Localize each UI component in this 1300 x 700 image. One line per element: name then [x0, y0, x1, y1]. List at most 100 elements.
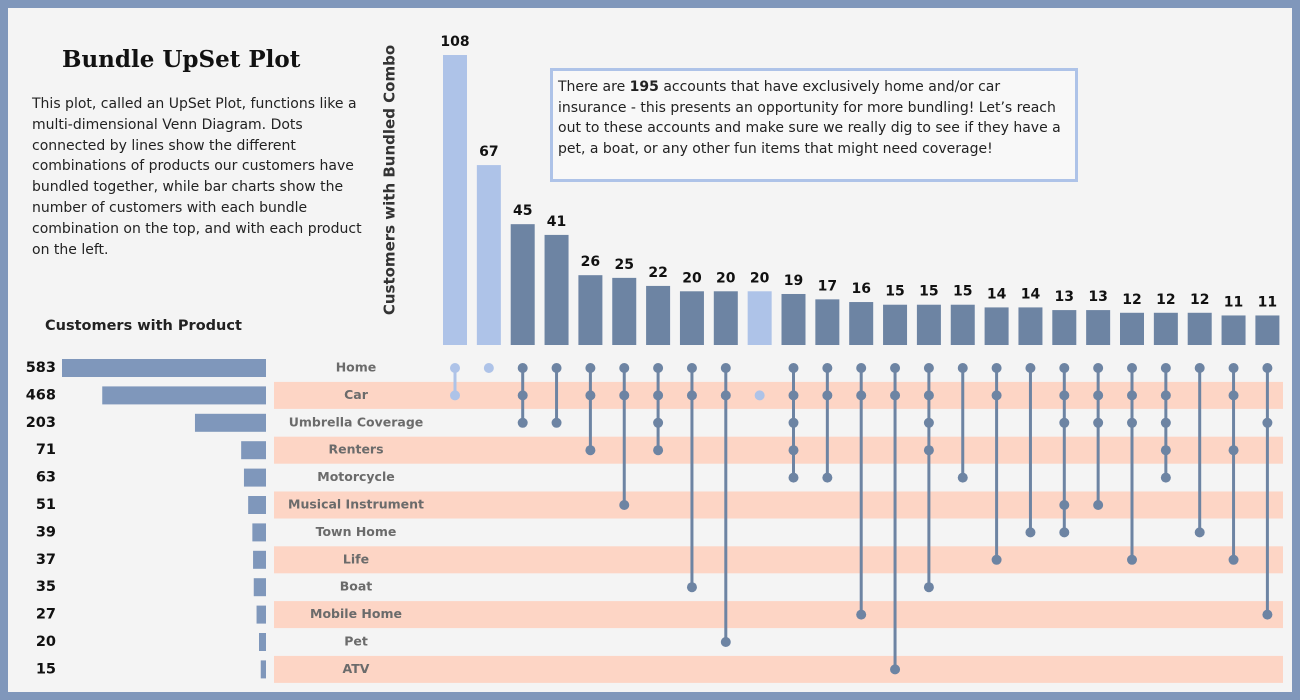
- combo-value-label: 20: [750, 270, 770, 286]
- set-name: Pet: [344, 634, 368, 649]
- set-name: Musical Instrument: [288, 497, 424, 512]
- combo-value-label: 19: [784, 273, 803, 289]
- combo-dot: [1228, 363, 1239, 373]
- set-name: Mobile Home: [310, 606, 402, 621]
- combo-value-label: 45: [513, 203, 532, 219]
- combo-value-label: 26: [581, 254, 600, 270]
- combo-dot: [1127, 363, 1137, 373]
- combo-value-label: 41: [547, 214, 566, 230]
- combo-dot: [619, 500, 630, 510]
- combo-value-label: 12: [1122, 292, 1141, 308]
- combo-dot: [1160, 417, 1171, 428]
- combo-dot: [585, 363, 596, 373]
- combo-dot: [653, 390, 664, 401]
- combo-dot: [1059, 527, 1070, 538]
- combo-dot: [653, 445, 664, 456]
- set-size-label: 27: [36, 607, 56, 623]
- combo-bar: [781, 293, 806, 345]
- combo-dot: [1262, 417, 1273, 428]
- combo-bar: [578, 275, 603, 345]
- combo-bar: [747, 291, 772, 345]
- combo-dot: [923, 582, 934, 593]
- combo-dot: [788, 472, 799, 483]
- combo-bar: [815, 299, 840, 345]
- combo-value-label: 12: [1156, 292, 1175, 308]
- combo-dot: [517, 363, 528, 373]
- set-name: Town Home: [316, 524, 397, 539]
- combo-dot: [788, 445, 799, 456]
- set-name: Home: [336, 360, 377, 375]
- combo-dot: [1093, 500, 1104, 510]
- combo-dot: [585, 390, 596, 401]
- combo-bar: [612, 277, 637, 345]
- set-name: ATV: [343, 661, 370, 676]
- combo-value-label: 11: [1258, 294, 1277, 310]
- set-size-label: 583: [26, 360, 56, 376]
- row-band: [274, 655, 1283, 683]
- set-bar: [252, 523, 266, 542]
- combo-bar: [1187, 312, 1212, 345]
- combo-bar: [510, 224, 535, 345]
- combo-value-label: 17: [818, 278, 837, 294]
- combo-dot: [551, 417, 562, 428]
- set-bar: [243, 468, 266, 487]
- combo-value-label: 14: [1021, 286, 1041, 302]
- combo-dot: [1160, 445, 1171, 456]
- set-size-label: 35: [36, 579, 56, 595]
- row-band: [274, 381, 1283, 409]
- set-size-label: 37: [36, 552, 56, 568]
- annotation: There are 195 accounts that have exclusi…: [550, 68, 1078, 182]
- row-band: [274, 601, 1283, 629]
- combo-value-label: 15: [953, 284, 972, 300]
- combo-dot: [1228, 445, 1239, 456]
- combo-value-label: 13: [1055, 289, 1074, 305]
- combo-dot: [450, 363, 460, 373]
- combo-value-label: 14: [987, 286, 1007, 302]
- set-size-label: 39: [36, 524, 56, 540]
- combo-dot: [1194, 363, 1205, 373]
- combo-dot: [686, 363, 697, 373]
- set-size-label: 20: [36, 634, 56, 650]
- combo-dot: [788, 390, 799, 401]
- set-name: Umbrella Coverage: [289, 414, 424, 429]
- y-axis-title: Customers with Bundled Combo: [381, 45, 399, 315]
- combo-dot: [1025, 527, 1036, 538]
- combo-dot: [754, 390, 765, 401]
- combo-value-label: 25: [615, 257, 634, 273]
- set-size-label: 15: [36, 661, 56, 677]
- set-size-title: Customers with Product: [45, 318, 242, 334]
- combo-bar: [1018, 307, 1043, 345]
- row-band: [274, 436, 1283, 464]
- combo-dot: [923, 390, 934, 401]
- set-size-label: 63: [36, 470, 56, 486]
- combo-bar: [916, 304, 941, 345]
- set-bar: [253, 578, 266, 597]
- set-size-label: 468: [26, 387, 56, 403]
- combo-bar: [476, 165, 501, 345]
- combo-bar: [1052, 310, 1077, 345]
- combo-value-label: 20: [716, 270, 736, 286]
- combo-bar: [1120, 312, 1144, 345]
- combo-dot: [1228, 390, 1239, 401]
- combo-dot: [1059, 417, 1070, 428]
- combo-dot: [1127, 554, 1137, 565]
- combo-dot: [822, 472, 833, 483]
- set-bar: [248, 496, 266, 514]
- combo-dot: [517, 390, 528, 401]
- combo-dot: [1127, 390, 1137, 401]
- set-bar: [241, 441, 266, 460]
- combo-dot: [1093, 390, 1104, 401]
- combo-value-label: 22: [648, 265, 667, 281]
- combo-dot: [957, 472, 968, 483]
- combo-dot: [653, 363, 664, 373]
- combo-dot: [720, 637, 731, 647]
- combo-dot: [686, 582, 697, 593]
- combo-dot: [1262, 363, 1273, 373]
- combo-value-label: 20: [682, 270, 702, 286]
- set-name: Motorcycle: [317, 469, 394, 484]
- combo-dot: [856, 363, 867, 373]
- combo-dot: [957, 363, 968, 373]
- set-size-label: 51: [36, 497, 56, 513]
- set-bar: [102, 386, 266, 405]
